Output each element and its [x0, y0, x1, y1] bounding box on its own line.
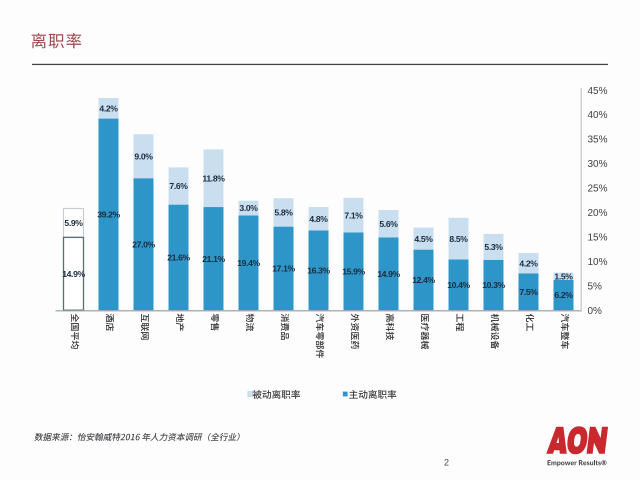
svg-text:14.9%: 14.9% [62, 269, 85, 279]
svg-text:8.5%: 8.5% [449, 234, 468, 244]
svg-text:45%: 45% [588, 86, 608, 97]
svg-text:39.2%: 39.2% [97, 210, 120, 220]
svg-text:5.8%: 5.8% [274, 208, 293, 218]
svg-text:5%: 5% [588, 281, 603, 292]
svg-text:4.2%: 4.2% [519, 259, 538, 269]
svg-text:12.4%: 12.4% [412, 275, 435, 285]
svg-text:4.8%: 4.8% [309, 214, 328, 224]
svg-text:7.6%: 7.6% [169, 181, 188, 191]
svg-text:40%: 40% [588, 110, 608, 121]
svg-text:5.6%: 5.6% [379, 219, 398, 229]
svg-text:1.5%: 1.5% [554, 271, 573, 281]
svg-text:16.3%: 16.3% [307, 266, 330, 276]
svg-text:15%: 15% [588, 233, 608, 244]
svg-text:4.5%: 4.5% [414, 234, 433, 244]
svg-text:21.6%: 21.6% [167, 253, 190, 263]
svg-text:9.0%: 9.0% [134, 151, 153, 161]
svg-text:19.4%: 19.4% [237, 258, 260, 268]
svg-text:5.3%: 5.3% [484, 242, 503, 252]
svg-text:25%: 25% [588, 184, 608, 195]
svg-text:10.4%: 10.4% [447, 280, 470, 290]
svg-text:14.9%: 14.9% [377, 269, 400, 279]
svg-text:4.2%: 4.2% [99, 104, 118, 114]
svg-text:10%: 10% [588, 257, 608, 268]
svg-text:35%: 35% [588, 135, 608, 146]
svg-text:11.8%: 11.8% [202, 173, 225, 183]
svg-text:5.9%: 5.9% [64, 218, 83, 228]
svg-text:10.3%: 10.3% [482, 280, 505, 290]
svg-text:6.2%: 6.2% [554, 290, 573, 300]
svg-text:21.1%: 21.1% [202, 254, 225, 264]
svg-text:27.0%: 27.0% [132, 239, 155, 249]
svg-text:7.1%: 7.1% [344, 210, 363, 220]
svg-text:20%: 20% [588, 208, 608, 219]
svg-text:2: 2 [444, 457, 449, 467]
svg-text:30%: 30% [588, 159, 608, 170]
svg-text:3.0%: 3.0% [239, 203, 258, 213]
svg-text:15.9%: 15.9% [342, 267, 365, 277]
svg-text:17.1%: 17.1% [272, 264, 295, 274]
svg-text:0%: 0% [588, 306, 603, 317]
svg-text:7.5%: 7.5% [519, 287, 538, 297]
